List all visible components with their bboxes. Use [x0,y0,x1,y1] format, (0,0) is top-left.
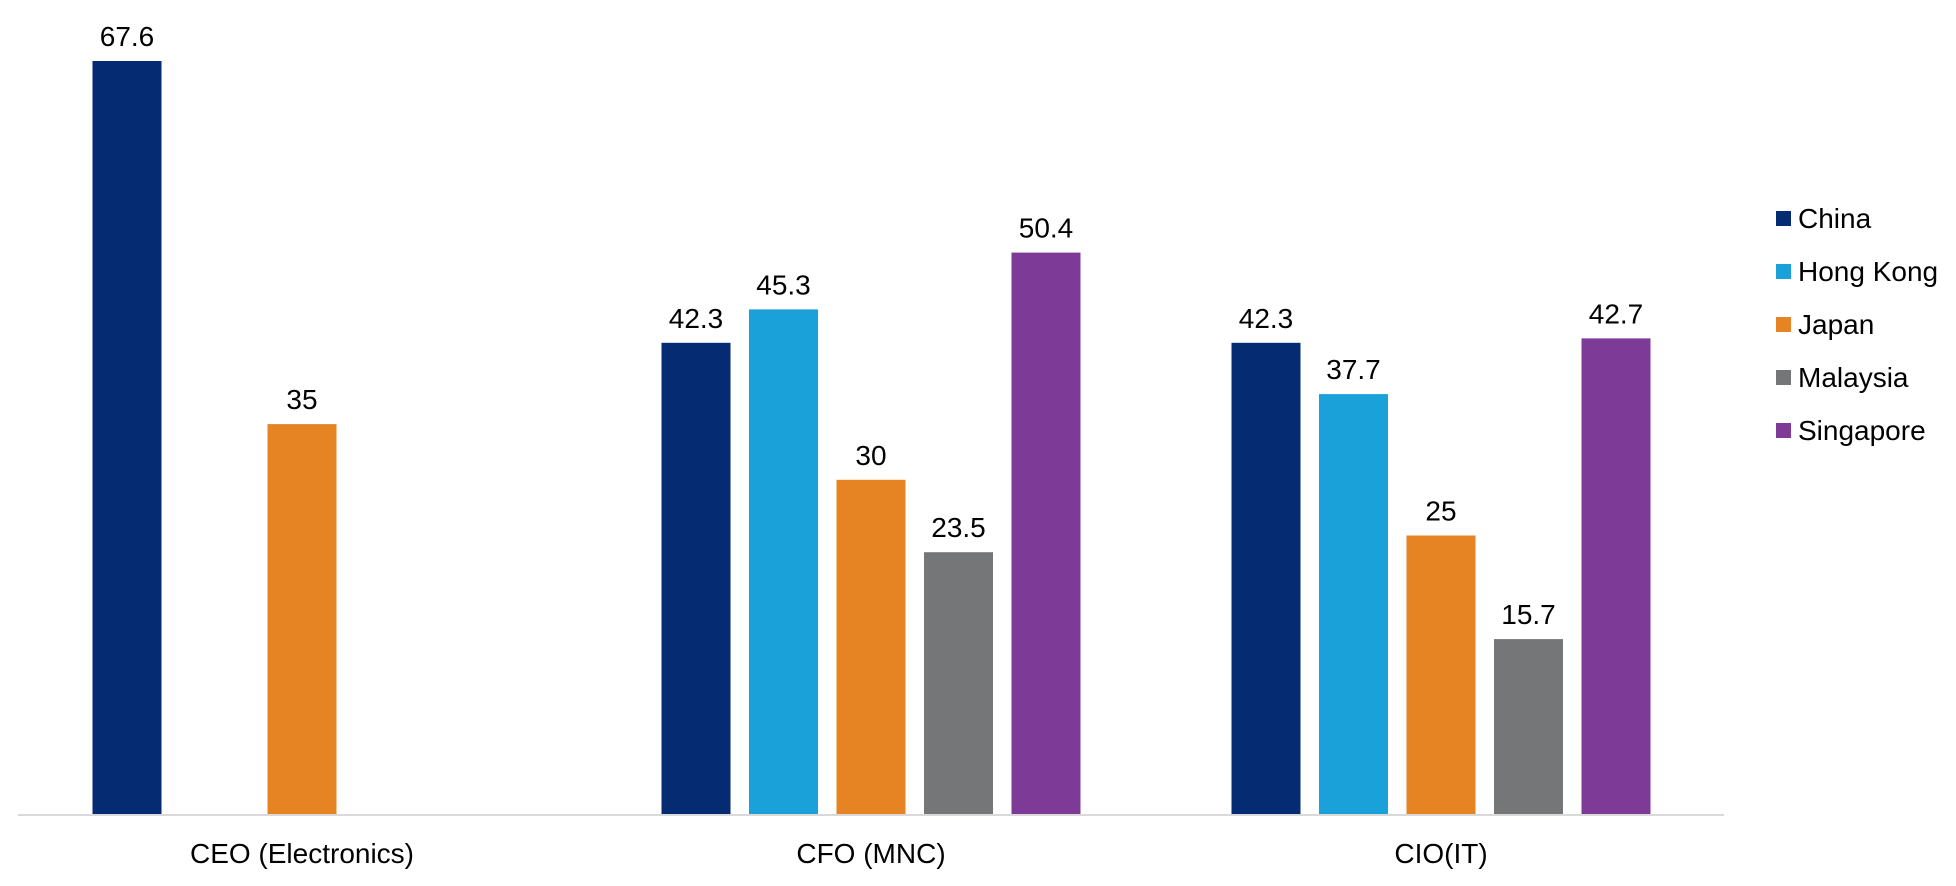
bars-group [92,61,1651,815]
bar-cfo-mnc-japan [836,479,906,814]
category-labels-group: CEO (Electronics) CFO (MNC) CIO(IT) [190,838,1488,869]
data-label: 37.7 [1326,354,1381,385]
data-label: 42.3 [1239,303,1294,334]
bar-cfo-mnc-china [661,342,731,814]
bar-cio-it-singapore [1581,338,1651,814]
bar-ceo-electronics-japan [267,424,337,814]
legend-swatch [1776,370,1791,385]
data-label: 42.7 [1589,298,1644,329]
legend-label: China [1798,202,1872,234]
legend-label: Singapore [1798,414,1926,446]
legend-item-singapore: Singapore [1776,404,1938,457]
category-label-cfo-mnc: CFO (MNC) [796,838,945,869]
bar-cfo-mnc-malaysia [924,552,993,814]
legend-item-china: China [1776,192,1938,245]
bar-ceo-electronics-china [92,61,162,814]
bar-cio-it-malaysia [1494,639,1563,814]
legend-item-japan: Japan [1776,298,1938,351]
legend-swatch [1776,211,1791,226]
legend-swatch [1776,423,1791,438]
legend-label: Hong Kong [1798,255,1939,287]
data-label: 30 [855,440,886,471]
data-labels-group: 67.6 35 42.3 45.3 30 23.5 50.4 42.3 37.7 25 15.7 42… [100,21,1644,630]
category-label-cio-it: CIO(IT) [1394,838,1487,869]
data-label: 15.7 [1501,599,1556,630]
data-label: 25 [1425,496,1456,527]
data-label: 23.5 [931,512,986,543]
data-label: 42.3 [669,303,724,334]
bar-cio-it-japan [1406,535,1476,814]
data-label: 45.3 [756,269,811,300]
legend-item-hong-kong: Hong Kong [1776,245,1938,298]
bar-cfo-mnc-hong-kong [749,309,818,814]
legend: China Hong Kong Japan Malaysia Singapore [1776,192,1938,457]
legend-swatch [1776,264,1791,279]
data-label: 35 [286,384,317,415]
category-label-ceo-electronics: CEO (Electronics) [190,838,414,869]
legend-swatch [1776,317,1791,332]
legend-label: Malaysia [1798,361,1909,393]
legend-label: Japan [1798,308,1875,340]
legend-item-malaysia: Malaysia [1776,351,1938,404]
data-label: 67.6 [100,21,155,52]
bar-cfo-mnc-singapore [1011,252,1081,815]
bar-cio-it-hong-kong [1319,394,1388,814]
bar-cio-it-china [1231,342,1301,814]
data-label: 50.4 [1019,213,1074,244]
